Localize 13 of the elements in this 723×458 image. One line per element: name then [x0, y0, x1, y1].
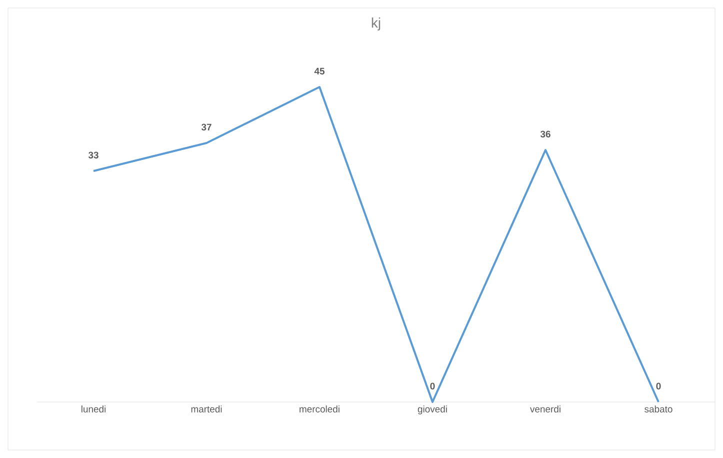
data-label: 45	[314, 68, 325, 74]
x-tick-label: venerdi	[530, 406, 560, 412]
x-tick-label: lunedi	[82, 406, 106, 412]
data-label: 33	[88, 152, 98, 158]
data-label: 37	[201, 124, 212, 130]
data-label: 36	[540, 130, 550, 138]
data-label: 0	[656, 382, 661, 390]
x-tick-label: mercoledi	[300, 406, 340, 412]
x-tick-label: giovedi	[418, 406, 447, 414]
x-tick-label: martedi	[191, 406, 222, 412]
x-tick-label: sabato	[644, 406, 672, 412]
data-label: 0	[430, 382, 435, 390]
chart-title: kj	[372, 17, 380, 30]
